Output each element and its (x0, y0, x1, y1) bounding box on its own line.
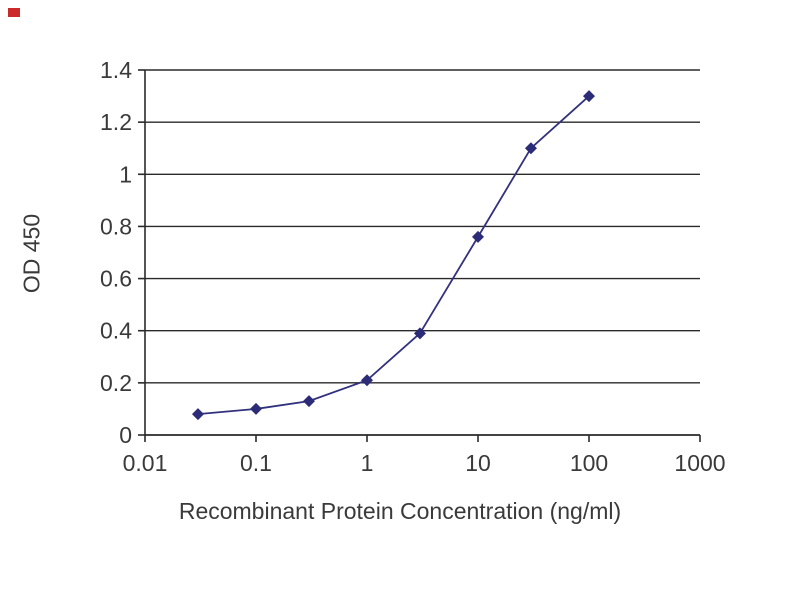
data-point-marker (191, 408, 204, 421)
y-tick-label: 0.8 (100, 213, 132, 239)
y-tick-label: 1 (119, 161, 132, 187)
x-tick-label: 0.01 (123, 450, 168, 476)
data-point-marker (472, 230, 484, 243)
x-axis-label: Recombinant Protein Concentration (ng/ml… (178, 498, 622, 524)
x-tick-label: 1000 (674, 450, 725, 476)
y-axis-label: OD 450 (18, 213, 45, 294)
corner-mark (8, 8, 20, 17)
y-tick-label: 0.6 (100, 266, 132, 292)
y-tick-label: 0.2 (100, 370, 132, 396)
data-point-marker (250, 402, 262, 415)
y-tick-label: 1.4 (100, 57, 132, 83)
x-tick-label: 0.1 (240, 450, 272, 476)
data-point-marker (361, 374, 373, 387)
data-point-marker (524, 142, 537, 155)
data-point-marker (583, 90, 595, 103)
data-point-marker (413, 327, 426, 340)
x-tick-label: 100 (570, 450, 608, 476)
x-tick-label: 1 (361, 450, 374, 476)
data-line (197, 95, 590, 416)
y-tick-label: 0.4 (100, 318, 132, 344)
data-point-marker (302, 395, 315, 408)
y-tick-label: 0 (119, 422, 132, 448)
y-tick-label: 1.2 (100, 109, 132, 135)
x-tick-label: 10 (465, 450, 491, 476)
